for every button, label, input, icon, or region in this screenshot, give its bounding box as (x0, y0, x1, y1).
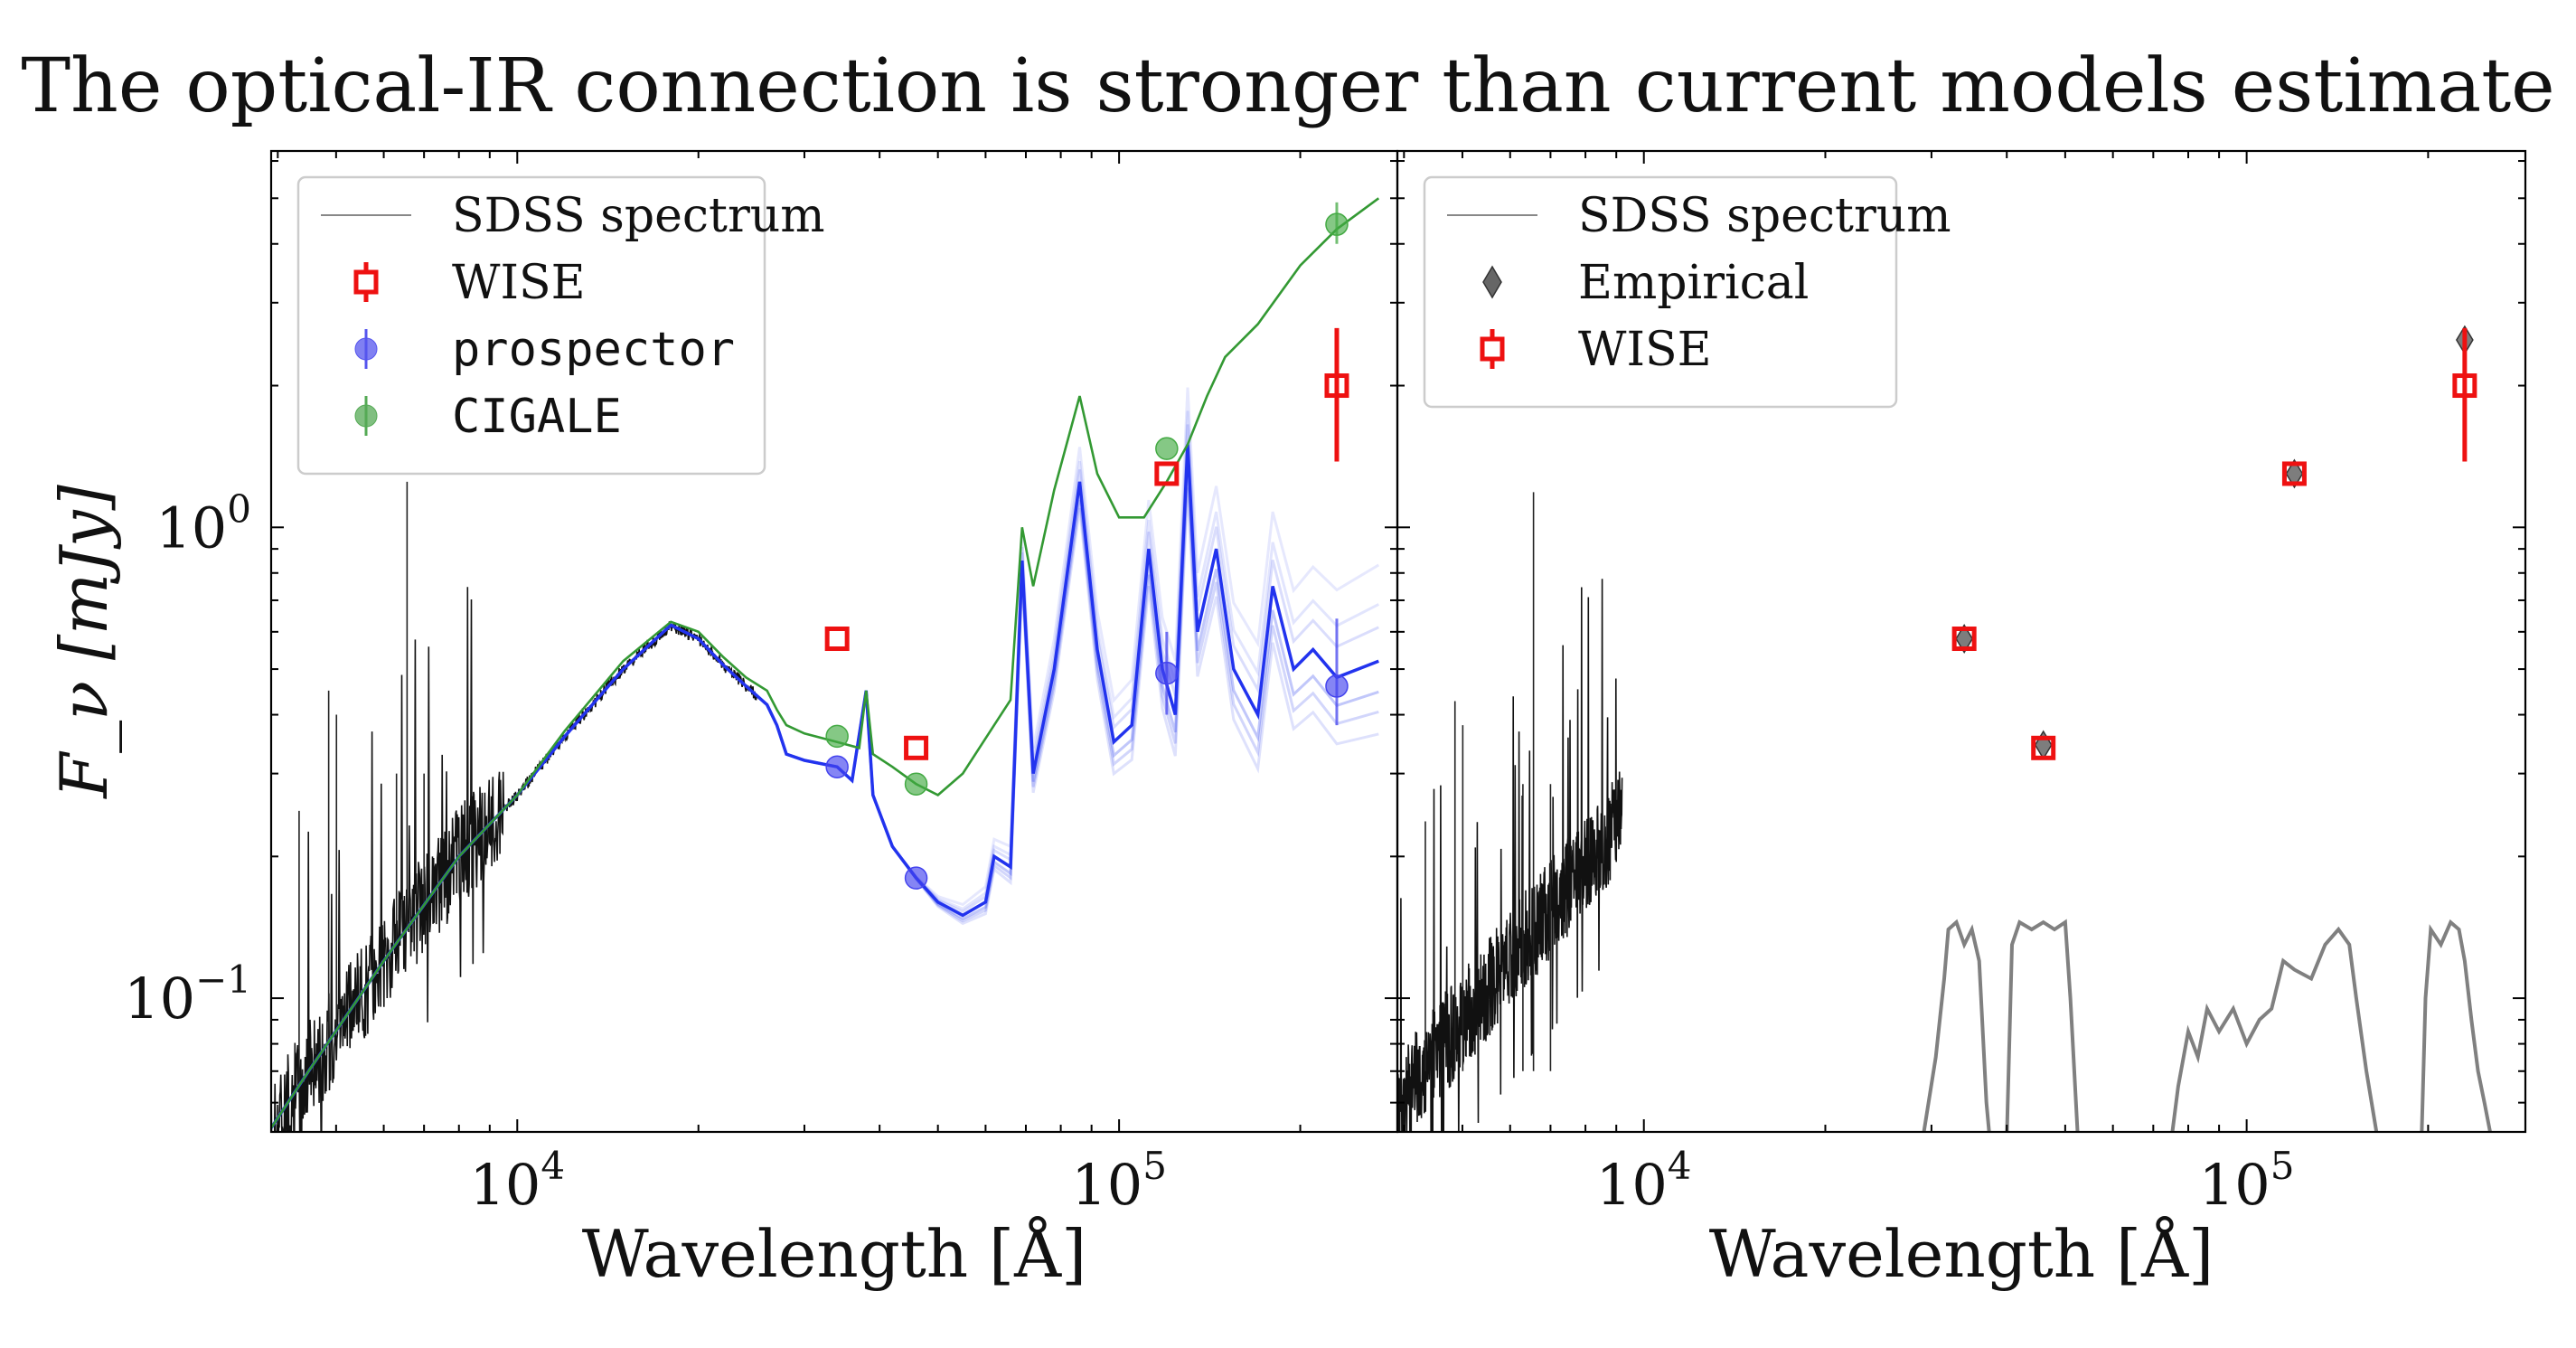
legend-label: WISE (1578, 323, 1712, 377)
legend-label: prospector (452, 323, 735, 377)
legend: SDSS spectrum Empirical WISE (1423, 175, 1951, 409)
prospector-point (904, 866, 928, 890)
wise-point (904, 735, 929, 760)
left-panel: 104 105 10−1 100 Wavelength [Å] F_ν [mJy] SDSS… (46, 149, 1399, 1292)
x-axis-label: Wavelength [Å] (1709, 1215, 2214, 1292)
y-tick-label: 100 (155, 486, 251, 561)
legend-box (1423, 175, 1898, 409)
wise-point (1951, 627, 1977, 652)
sdss-spectrum-line (1397, 579, 1623, 1132)
figure-title: The optical-IR connection is stronger th… (21, 43, 2555, 129)
legend-square-swatch (1480, 336, 1505, 362)
legend-label: SDSS spectrum (1578, 189, 1951, 243)
prospector-point (1155, 661, 1179, 685)
cigale-point (1325, 212, 1349, 236)
legend-label: CIGALE (452, 390, 622, 444)
x-tick-label: 105 (1071, 1144, 1167, 1218)
prospector-model-line (271, 444, 1379, 1129)
x-tick-label: 105 (2199, 1144, 2295, 1218)
empirical-point (2034, 730, 2053, 760)
wise-point (1154, 461, 1180, 486)
legend-label: WISE (452, 256, 586, 310)
wise-filter-curve (1922, 919, 1991, 1132)
prospector-point (825, 755, 849, 778)
plot-area (1397, 325, 2493, 1132)
legend-circle-swatch (354, 337, 378, 361)
x-tick-label: 104 (469, 1144, 565, 1218)
cigale-point (1155, 437, 1179, 460)
legend-square-swatch (353, 269, 379, 295)
prospector-model-draw (271, 387, 1380, 1129)
empirical-point (1955, 624, 1974, 654)
wise-filter-curve (2170, 926, 2379, 1132)
plot-area (271, 197, 1380, 1132)
sdss-spectrum-line (271, 587, 757, 1132)
wise-point (1324, 373, 1349, 399)
wise-point (2281, 461, 2307, 486)
legend-circle-swatch (354, 404, 378, 428)
y-tick-label: 10−1 (124, 957, 251, 1032)
legend-label: SDSS spectrum (452, 189, 825, 243)
wise-filter-curve (2420, 919, 2493, 1132)
prospector-model-draw (271, 410, 1379, 1129)
wise-point (824, 627, 850, 652)
prospector-point (1325, 674, 1349, 698)
wise-point (2031, 735, 2056, 760)
wise-point (2452, 373, 2477, 399)
cigale-point (825, 724, 849, 749)
legend-label: Empirical (1578, 256, 1809, 310)
x-tick-label: 104 (1596, 1144, 1692, 1218)
prospector-model-draw (271, 474, 1379, 1129)
axes-frame (1396, 149, 2527, 1134)
x-axis-label: Wavelength [Å] (582, 1215, 1086, 1292)
empirical-point (2285, 458, 2304, 489)
legend: SDSS spectrum WISE prospector CIGALE (296, 175, 825, 476)
y-axis-label: F_ν [mJy] (46, 484, 122, 800)
cigale-point (904, 772, 928, 796)
legend-box (296, 175, 766, 476)
legend-diamond-swatch (1482, 265, 1502, 299)
wise-filter-curve (2005, 919, 2080, 1132)
